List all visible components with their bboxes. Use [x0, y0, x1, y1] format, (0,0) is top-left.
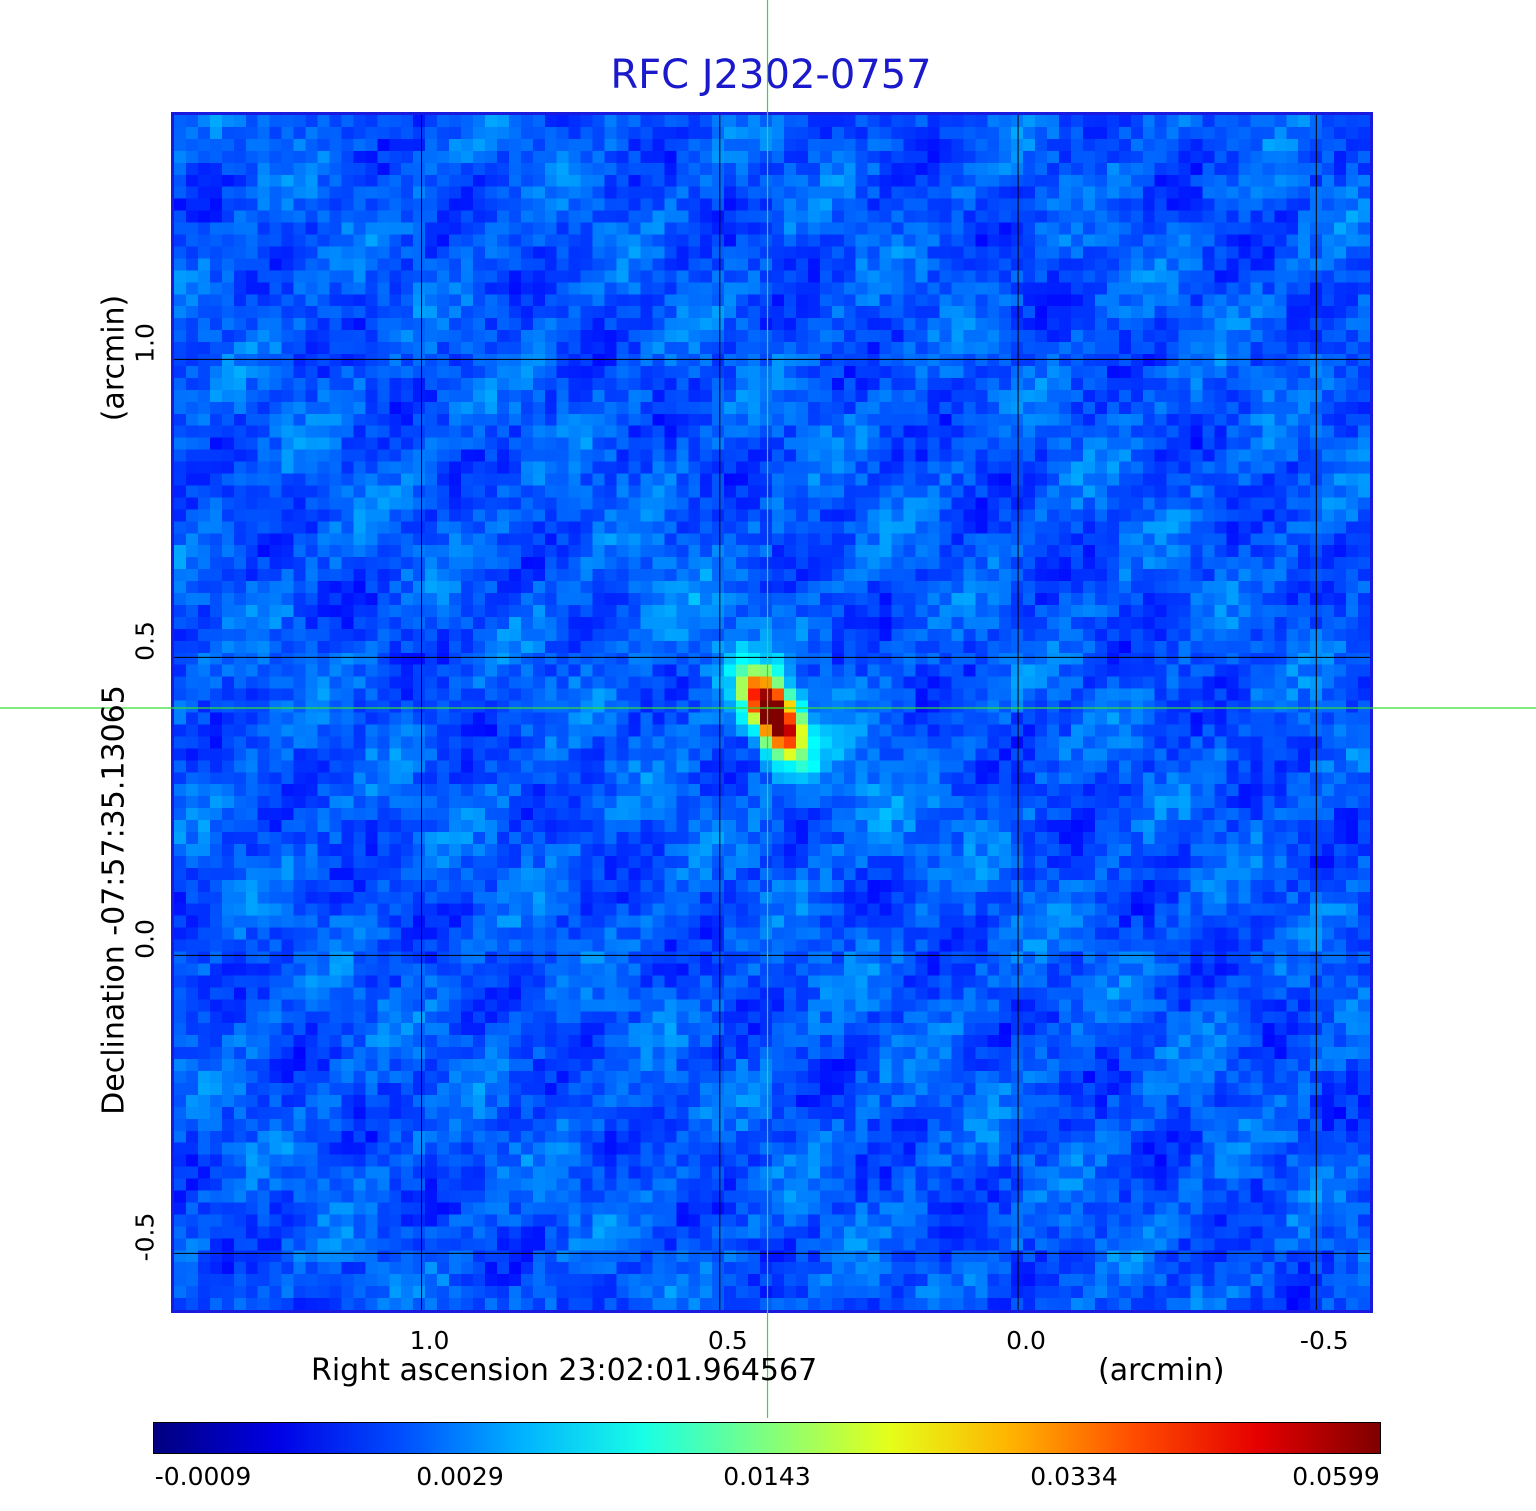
colorbar-tick-label: 0.0334 [1030, 1462, 1118, 1491]
y-tick-label: 1.0 [130, 323, 160, 364]
intensity-map [174, 115, 1370, 1310]
plot-title: RFC J2302-0757 [610, 52, 932, 98]
image-map[interactable] [171, 112, 1373, 1313]
x-tick-label: 0.0 [1006, 1326, 1046, 1355]
y-axis-unit: (arcmin) [96, 294, 132, 422]
x-tick-label: 0.5 [707, 1326, 748, 1355]
y-tick-label: 0.0 [130, 919, 160, 960]
colorbar-tick-label: 0.0029 [416, 1462, 504, 1491]
colorbar-tick-label: -0.0009 [154, 1462, 252, 1491]
x-axis-unit: (arcmin) [1098, 1353, 1225, 1388]
y-axis-label: Declination -07:57:35.13065 [96, 685, 132, 1115]
y-tick-label: -0.5 [130, 1212, 160, 1262]
x-axis-label: Right ascension 23:02:01.964567 [311, 1353, 818, 1388]
x-tick-label: 1.0 [409, 1326, 450, 1355]
y-tick-label: 0.5 [130, 621, 160, 662]
colorbar-tick-label: 0.0143 [723, 1462, 811, 1491]
x-tick-label: -0.5 [1299, 1326, 1349, 1355]
colorbar-tick-label: 0.0599 [1292, 1462, 1380, 1491]
colorbar [153, 1422, 1381, 1454]
